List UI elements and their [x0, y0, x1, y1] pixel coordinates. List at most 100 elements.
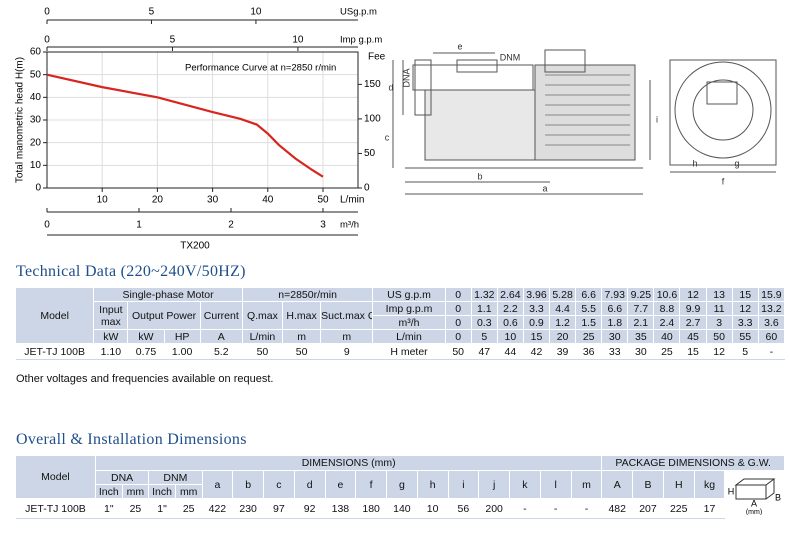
y-tick-label: 0 — [35, 183, 41, 194]
cell: A — [601, 469, 634, 500]
cell: 7.93 — [601, 287, 629, 302]
cell: 0 — [444, 315, 472, 330]
cell: Current — [199, 301, 243, 330]
y-tick-label: 10 — [30, 160, 42, 171]
drawing-label: i — [656, 114, 658, 124]
cell: 12 — [731, 301, 759, 316]
cell: 55 — [731, 329, 759, 344]
cell: 0.75 — [127, 343, 165, 360]
cell: - — [758, 343, 785, 360]
cell: L/min — [372, 329, 446, 344]
cell: 225 — [663, 498, 695, 519]
cell: kW — [93, 329, 129, 344]
cell: mm — [174, 484, 203, 500]
cell: Imp g.p.m — [372, 301, 446, 316]
cell: 2.2 — [496, 301, 524, 316]
package-box: H B A(mm) — [728, 478, 781, 516]
note: Other voltages and frequencies available… — [16, 373, 274, 385]
cell: 12 — [706, 343, 733, 360]
cell: Suct.max Q — [320, 301, 374, 330]
x-tick-label: 30 — [207, 195, 219, 206]
cell: 180 — [355, 498, 387, 519]
data-row: JET-TJ 100B 1" 25 1" 25 422 230 97 92 138 180 140 10… — [15, 498, 785, 519]
cell: 20 — [549, 329, 577, 344]
tech-table: Model Single-phase Motor n=2850r/min US g.p… — [14, 287, 786, 360]
drawing-label: a — [542, 183, 547, 193]
box-label: A — [751, 498, 757, 508]
cell: 30 — [627, 343, 654, 360]
drawing-label: e — [457, 41, 462, 51]
end-view-port — [706, 81, 738, 105]
cell: Single-phase Motor — [93, 287, 243, 302]
cell: Q.max — [241, 301, 284, 330]
header-row: kW kW HP A L/min m m L/min 0 5 10 15 20 25 30 35 40 45 50 5… — [16, 329, 786, 344]
cell: 50 — [242, 343, 283, 360]
drawing-label: g — [734, 158, 739, 168]
drawing-label: c — [385, 132, 390, 142]
cell: US g.p.m — [372, 287, 446, 302]
x2-axis-label: Imp g.p.m — [340, 35, 382, 46]
cell: 0.3 — [470, 315, 498, 330]
cell: 3.3 — [731, 315, 759, 330]
x2-tick-label: 2 — [228, 220, 234, 231]
cell: H — [662, 469, 695, 500]
x2-tick-label: 1 — [136, 220, 142, 231]
cell: 0.9 — [522, 315, 551, 330]
cell: 12 — [679, 287, 707, 302]
cell: 140 — [386, 498, 418, 519]
cell: Input max — [93, 301, 129, 330]
cell: 482 — [601, 498, 633, 519]
pump-body — [424, 89, 556, 161]
box-outline — [734, 478, 776, 500]
y-tick-label: 50 — [30, 69, 42, 80]
drawing-label: DNA — [401, 68, 411, 87]
dimensions-table: Model DIMENSIONS (mm) PACKAGE DIMENSIONS &… — [15, 454, 785, 519]
end-view-inner — [692, 79, 754, 141]
cell: 3.3 — [522, 301, 551, 316]
cell: 230 — [232, 498, 264, 519]
cell: c — [263, 469, 295, 500]
pump-outline — [392, 49, 777, 195]
cell: 5 — [470, 329, 498, 344]
cell: 97 — [263, 498, 295, 519]
tech-title: Technical Data (220~240V/50HZ) — [16, 263, 246, 280]
dim-title: Overall & Installation Dimensions — [16, 431, 247, 448]
x-tick-label: 40 — [262, 195, 274, 206]
x-tick-label: 10 — [97, 195, 109, 206]
cell: 3.96 — [522, 287, 551, 302]
cell: - — [509, 498, 541, 519]
cell: 17 — [694, 498, 725, 519]
cell: 6.6 — [601, 301, 629, 316]
cell: 0 — [444, 329, 472, 344]
header-row: Inch mm Inch mm — [16, 484, 785, 500]
cell: 42 — [523, 343, 550, 360]
cell: e — [324, 469, 357, 500]
cell: 3.6 — [757, 315, 786, 330]
cell: 33 — [601, 343, 628, 360]
cell: 56 — [448, 498, 479, 519]
cell: JET-TJ 100B — [15, 498, 96, 519]
header-row: Input max Output Power Current Q.max H.max Su… — [16, 301, 786, 330]
cell: 0 — [444, 287, 472, 302]
header-row: m³/h 0 0.3 0.6 0.9 1.2 1.5 1.8 2.1 2.4 2.7 3 3.3 3.6 — [16, 315, 786, 330]
cell: 13.2 — [757, 301, 786, 316]
inlet — [414, 59, 432, 116]
cell: 4.4 — [549, 301, 577, 316]
fins — [545, 74, 630, 146]
y-axis-label: Total manometric head H(m) — [15, 57, 26, 183]
x2-axis-label: USg.p.m — [340, 7, 377, 18]
cell: 25 — [122, 498, 149, 519]
x-tick-label: 50 — [317, 195, 329, 206]
cell: 1.1 — [470, 301, 498, 316]
cell: 15.9 — [757, 287, 786, 302]
cell: j — [478, 469, 511, 500]
motor — [534, 64, 636, 161]
y2-tick-label: 100 — [364, 114, 381, 125]
cell: Model — [14, 287, 95, 344]
box-cell: H B A (mm) — [724, 470, 785, 519]
data-row: JET-TJ 100B 1.10 0.75 1.00 5.2 50 50 9 H meter 50… — [15, 343, 785, 360]
cell: 2.4 — [653, 315, 681, 330]
cell: 40 — [653, 329, 681, 344]
